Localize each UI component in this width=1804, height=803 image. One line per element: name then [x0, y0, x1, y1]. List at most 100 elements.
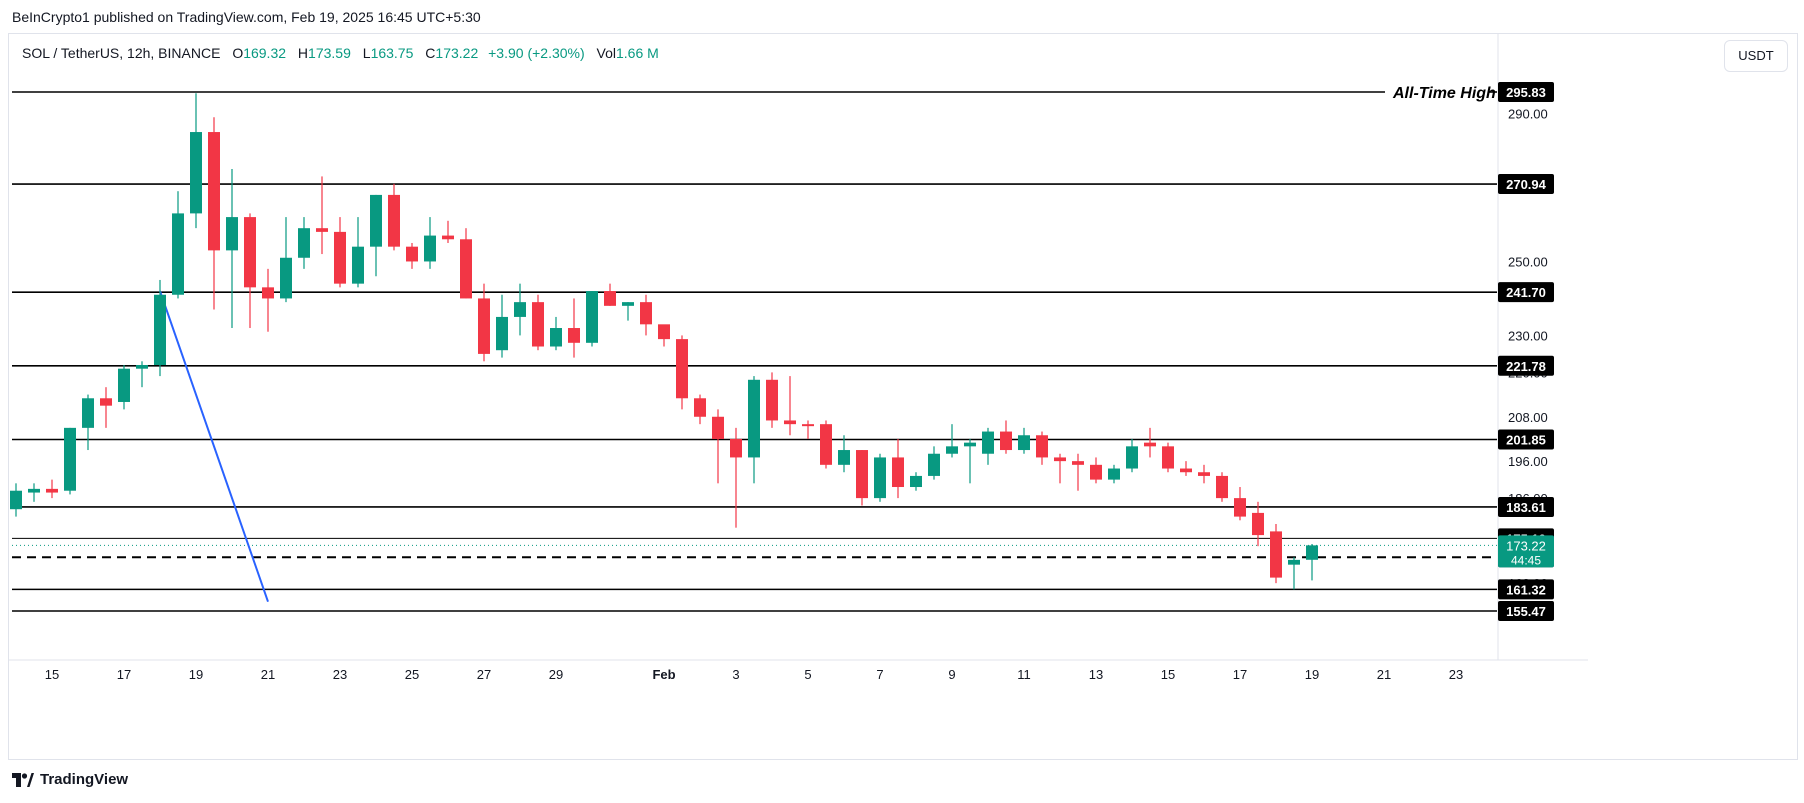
level-price-tag — [1498, 429, 1554, 450]
candle-body-down — [1162, 446, 1174, 469]
candle-body-down — [856, 450, 868, 499]
candle-body-down — [442, 235, 454, 240]
level-annotation: All-Time High — [1392, 85, 1496, 102]
candle-body-up — [496, 316, 508, 351]
candle-body-down — [766, 379, 778, 421]
x-tick-label: 19 — [1305, 667, 1319, 682]
level-price-label: 161.32 — [1506, 582, 1546, 597]
x-tick-label: 13 — [1089, 667, 1103, 682]
low-value: 163.75 — [370, 45, 414, 61]
candle-body-down — [784, 420, 796, 425]
candle-body-up — [64, 427, 76, 491]
level-price-tag — [1498, 282, 1554, 303]
level-price-tag — [1498, 601, 1554, 621]
close-value: 173.22 — [435, 45, 479, 61]
candle-body-down — [1234, 498, 1246, 517]
candle-body-up — [1126, 446, 1138, 469]
x-tick-label: 25 — [405, 667, 419, 682]
currency-button[interactable]: USDT — [1724, 40, 1788, 72]
level-price-label: 270.94 — [1506, 177, 1547, 192]
x-tick-label: 23 — [333, 667, 347, 682]
candle-body-down — [820, 424, 832, 465]
x-tick-label: 7 — [876, 667, 883, 682]
x-tick-label: 21 — [1377, 667, 1391, 682]
candle-body-up — [226, 217, 238, 251]
candle-body-down — [802, 424, 814, 427]
candle-body-down — [478, 298, 490, 354]
candle-body-up — [280, 257, 292, 299]
x-tick-label: 19 — [189, 667, 203, 682]
level-price-tag — [1498, 579, 1554, 600]
y-tick-label: 208.00 — [1508, 410, 1548, 425]
candle-body-down — [316, 228, 328, 232]
level-price-label: 221.78 — [1506, 359, 1546, 374]
candle-body-up — [82, 398, 94, 428]
candle-body-down — [1090, 464, 1102, 480]
candle-body-down — [244, 217, 256, 288]
descending-trendline — [159, 290, 269, 602]
candle-body-up — [874, 457, 886, 499]
y-tick-label: 290.00 — [1508, 107, 1548, 122]
candle-body-down — [730, 438, 742, 458]
candle-body-up — [622, 302, 634, 306]
candle-body-up — [910, 475, 922, 488]
candle-body-down — [406, 246, 418, 262]
x-tick-label: Feb — [652, 667, 675, 682]
candle-body-up — [964, 442, 976, 447]
level-price-label: 241.70 — [1506, 285, 1546, 300]
candle-body-up — [136, 364, 148, 369]
candle-body-down — [676, 339, 688, 399]
candle-body-up — [946, 446, 958, 454]
candle-body-up — [352, 246, 364, 284]
tradingview-logo-icon — [12, 772, 34, 787]
volume-value: 1.66 M — [616, 45, 659, 61]
published-caption: BeInCrypto1 published on TradingView.com… — [12, 9, 481, 25]
candle-body-up — [28, 488, 40, 493]
candle-body-up — [748, 379, 760, 458]
candle-body-up — [1306, 545, 1318, 560]
high-label: H — [297, 45, 309, 61]
candle-body-down — [1270, 531, 1282, 578]
x-tick-label: 5 — [804, 667, 811, 682]
symbol-label[interactable]: SOL / TetherUS, 12h, BINANCE — [22, 45, 221, 61]
candle-body-down — [1036, 435, 1048, 458]
candle-body-up — [1288, 559, 1300, 565]
candle-body-down — [262, 287, 274, 299]
change-value: +3.90 (+2.30%) — [488, 45, 585, 61]
candle-body-up — [10, 490, 22, 510]
candle-body-up — [190, 132, 202, 214]
candle-body-down — [1252, 512, 1264, 536]
candle-body-down — [604, 291, 616, 306]
x-tick-label: 11 — [1017, 667, 1031, 682]
level-price-tag — [1498, 355, 1554, 376]
candle-body-down — [694, 398, 706, 417]
x-tick-label: 15 — [1161, 667, 1175, 682]
candle-body-down — [568, 328, 580, 343]
tradingview-logo[interactable]: TradingView — [12, 771, 128, 788]
candle-body-down — [100, 398, 112, 406]
candle-body-up — [424, 235, 436, 262]
x-tick-label: 21 — [261, 667, 275, 682]
x-tick-label: 9 — [948, 667, 955, 682]
tradingview-brand: TradingView — [40, 771, 129, 788]
x-tick-label: 23 — [1449, 667, 1463, 682]
y-tick-label: 250.00 — [1508, 254, 1548, 269]
candle-body-down — [1180, 468, 1192, 473]
candle-body-up — [982, 431, 994, 454]
last-price-tag — [1498, 535, 1554, 568]
level-price-tag — [1498, 174, 1554, 195]
candle-body-down — [640, 302, 652, 325]
close-label: C — [425, 45, 436, 61]
candle-body-down — [208, 132, 220, 251]
y-tick-label: 230.00 — [1508, 328, 1548, 343]
candle-body-down — [388, 194, 400, 247]
candle-body-up — [1018, 435, 1030, 451]
candle-body-up — [298, 228, 310, 258]
candle-body-up — [586, 291, 598, 343]
x-tick-label: 3 — [732, 667, 739, 682]
level-price-tag — [1498, 82, 1554, 102]
open-value: 169.32 — [243, 45, 287, 61]
candle-body-down — [1072, 461, 1084, 465]
last-price-label: 173.22 — [1506, 538, 1546, 553]
